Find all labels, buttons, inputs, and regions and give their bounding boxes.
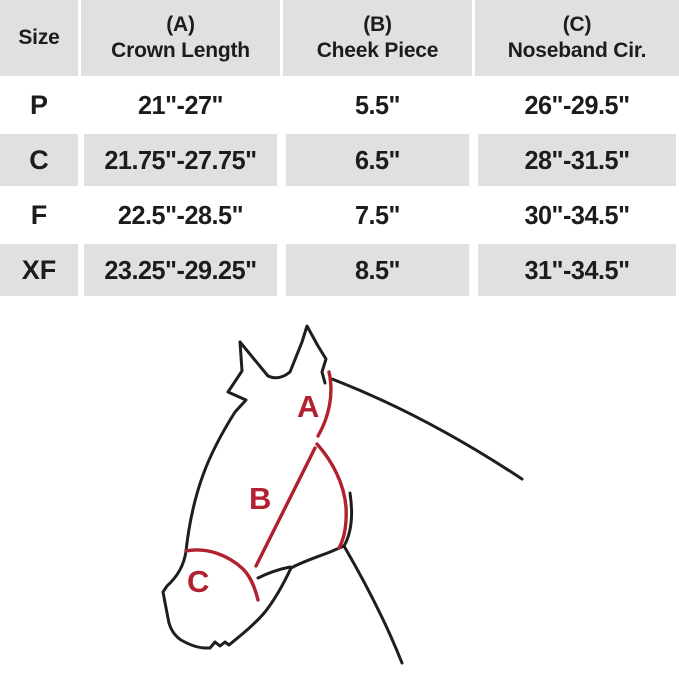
halter-noseband-strap [184,548,260,602]
header-cell-noseband-cir: (C) Noseband Cir. [475,0,679,76]
header-cell-size: Size [0,0,78,76]
noseband-cir-cell: 26"-29.5" [478,79,676,131]
size-chart-table: Size (A) Crown Length (B) Cheek Piece (C… [0,0,679,296]
header-label-line2: Noseband Cir. [507,39,647,62]
horse-cheek-throat-path [342,491,404,665]
horse-head-halter-svg: A B C [161,324,524,665]
measurement-label-c: C [187,564,209,599]
size-cell: P [0,79,78,131]
noseband-cir-cell: 28"-31.5" [478,134,676,186]
header-cell-cheek-piece: (B) Cheek Piece [283,0,472,76]
noseband-cir-cell: 31"-34.5" [478,244,676,296]
crown-length-cell: 21"-27" [83,79,278,131]
measurement-label-b: B [249,481,271,516]
header-label-line2: Cheek Piece [316,39,439,62]
header-label: (C) [562,13,592,36]
crown-length-cell: 23.25"-29.25" [83,244,278,296]
header-label: Size [18,26,60,49]
horse-mouth-line-path [256,565,292,580]
cheek-piece-cell: 8.5" [285,244,470,296]
halter-cheek-piece-strap [254,446,317,568]
header-cell-crown-length: (A) Crown Length [81,0,280,76]
size-cell: C [0,134,78,186]
header-label: (A) [166,13,195,36]
measurement-label-a: A [297,389,319,424]
size-cell: XF [0,244,78,296]
size-cell: F [0,189,78,241]
horse-ears-path [238,324,328,385]
cheek-piece-cell: 6.5" [285,134,470,186]
noseband-cir-cell: 30"-34.5" [478,189,676,241]
horse-head-diagram: A B C [0,296,679,669]
cheek-piece-cell: 7.5" [285,189,470,241]
header-label: (B) [363,13,392,36]
horse-neck-top-path [330,377,524,481]
halter-crown-strap [316,370,333,438]
crown-length-cell: 21.75"-27.75" [83,134,278,186]
header-label-line2: Crown Length [111,39,250,62]
crown-length-cell: 22.5"-28.5" [83,189,278,241]
horse-face-muzzle-jaw-path [161,340,346,650]
halter-cheek-ring-strap [315,442,348,550]
cheek-piece-cell: 5.5" [285,79,470,131]
